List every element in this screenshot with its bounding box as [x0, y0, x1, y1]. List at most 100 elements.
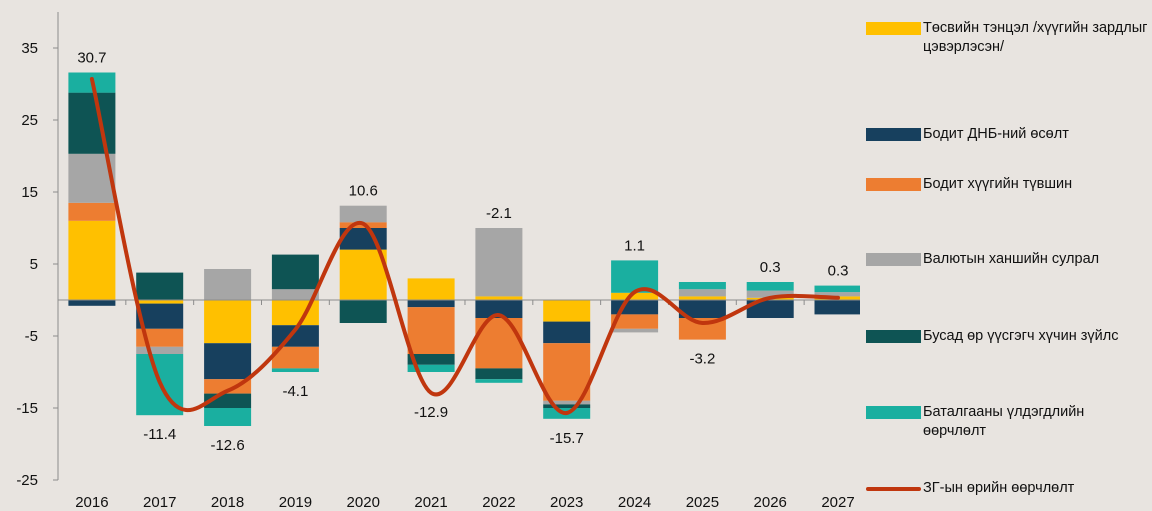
legend: Төсвийн тэнцэл /хүүгийн зардлыг цэвэрлэс… [866, 0, 1152, 511]
bars-layer [68, 72, 860, 426]
bar-segment-2016-s1 [68, 300, 116, 306]
bar-segment-2022-s4 [475, 368, 523, 380]
bar-segment-2024-s5 [611, 260, 659, 293]
bar-segment-2023-s2 [543, 343, 591, 401]
x-tick-label-2019: 2019 [279, 494, 312, 511]
legend-label-fx-depreciation: Валютын ханшийн сулрал [923, 251, 1100, 267]
legend-label-other-factors: Бусад өр үүсгэгч хүчин зүйлс [923, 328, 1119, 344]
bar-segment-2016-s0 [68, 220, 116, 300]
bar-segment-2021-s5 [407, 364, 455, 372]
legend-swatch-guarantee-change [866, 406, 921, 419]
x-tick-label-2016: 2016 [75, 494, 108, 511]
x-tick-label-2023: 2023 [550, 494, 583, 511]
debt-change-line [89, 77, 840, 415]
legend-item-budget-balance: Төсвийн тэнцэл /хүүгийн зардлыг цэвэрлэс… [866, 19, 1151, 57]
bar-segment-2020-s0 [339, 249, 387, 300]
bar-segment-2027-s3 [814, 292, 860, 297]
bar-segment-2025-s3 [678, 289, 726, 297]
legend-swatch-fx-depreciation [866, 253, 921, 266]
data-labels-layer: 30.7 -11.4 -12.6 -4.1 10.6 -12.9 -2.1 -15.7 1.1 -… [77, 50, 848, 455]
bar-segment-2025-s5 [678, 282, 726, 290]
y-tick-label--15: -15 [16, 400, 38, 417]
y-tick-label-35: 35 [21, 40, 38, 57]
legend-label-guarantee-change: Баталгааны үлдэгдлийн өөрчлөлт [923, 404, 1085, 439]
axes-layer: 35 25 15 5 -5 -15 -25 2016 2017 2018 2019 2020 2021 2… [16, 12, 860, 511]
chart: 35 25 15 5 -5 -15 -25 2016 2017 2018 2019 2020 2021 2… [16, 12, 860, 511]
legend-label-debt-change: ЗГ-ын өрийн өөрчлөлт [923, 480, 1075, 496]
x-tick-label-2025: 2025 [686, 494, 719, 511]
legend-item-real-gdp: Бодит ДНБ-ний өсөлт [866, 125, 1151, 144]
bar-segment-2021-s1 [407, 300, 455, 308]
x-tick-label-2026: 2026 [754, 494, 787, 511]
bar-segment-2027-s5 [814, 285, 860, 293]
bar-segment-2026-s1 [746, 300, 794, 318]
bar-segment-2020-s4 [339, 300, 387, 323]
legend-item-other-factors: Бусад өр үүсгэгч хүчин зүйлс [866, 327, 1151, 346]
bar-segment-2019-s3 [271, 289, 319, 300]
bar-segment-2019-s5 [271, 368, 319, 372]
x-tick-label-2020: 2020 [347, 494, 380, 511]
bar-segment-2017-s0 [136, 300, 184, 304]
bar-segment-2027-s1 [814, 300, 860, 315]
legend-swatch-budget-balance [866, 22, 921, 35]
y-tick-label-15: 15 [21, 184, 38, 201]
bar-segment-2024-s3 [611, 328, 659, 333]
legend-label-real-interest: Бодит хүүгийн түвшин [923, 176, 1073, 192]
bar-segment-2016-s4 [68, 92, 116, 154]
data-label-2025: -3.2 [689, 351, 715, 368]
bar-segment-2018-s1 [204, 343, 252, 380]
bar-segment-2021-s0 [407, 278, 455, 300]
bar-segment-2023-s1 [543, 321, 591, 344]
bar-segment-2023-s0 [543, 300, 591, 322]
bar-segment-2018-s0 [204, 300, 252, 344]
bar-segment-2019-s4 [271, 254, 319, 290]
data-label-2018: -12.6 [210, 437, 244, 454]
legend-item-guarantee-change: Баталгааны үлдэгдлийн өөрчлөлт [866, 403, 1151, 441]
bar-segment-2026-s3 [746, 290, 794, 298]
legend-label-budget-balance: Төсвийн тэнцэл /хүүгийн зардлыг цэвэрлэс… [923, 20, 1148, 55]
y-tick-label--25: -25 [16, 472, 38, 489]
bar-segment-2017-s3 [136, 346, 184, 354]
bar-segment-2023-s3 [543, 400, 591, 405]
bar-segment-2019-s2 [271, 346, 319, 369]
bar-segment-2023-s4 [543, 404, 591, 408]
bar-segment-2024-s0 [611, 292, 659, 300]
data-label-2017: -11.4 [143, 426, 176, 443]
data-label-2026: 0.3 [760, 259, 781, 276]
bar-segment-2020-s3 [339, 205, 387, 223]
bar-segment-2024-s2 [611, 314, 659, 329]
x-tick-label-2027: 2027 [821, 494, 854, 511]
data-label-2020: 10.6 [349, 183, 378, 200]
x-tick-label-2018: 2018 [211, 494, 244, 511]
y-tick-label-5: 5 [30, 256, 38, 273]
legend-label-real-gdp: Бодит ДНБ-ний өсөлт [923, 126, 1069, 142]
data-label-2021: -12.9 [414, 404, 448, 421]
data-label-2027: 0.3 [828, 263, 849, 280]
bar-segment-2022-s0 [475, 296, 523, 300]
bar-segment-2021-s4 [407, 354, 455, 365]
data-label-2019: -4.1 [282, 383, 308, 400]
legend-line-debt-change [866, 487, 921, 491]
y-tick-label--5: -5 [25, 328, 38, 345]
data-label-2023: -15.7 [550, 430, 584, 447]
x-tick-label-2021: 2021 [414, 494, 447, 511]
data-label-2022: -2.1 [486, 205, 512, 222]
legend-item-fx-depreciation: Валютын ханшийн сулрал [866, 250, 1151, 269]
legend-swatch-real-gdp [866, 128, 921, 141]
data-label-2024: 1.1 [624, 237, 645, 254]
y-tick-label-25: 25 [21, 112, 38, 129]
x-tick-label-2022: 2022 [482, 494, 515, 511]
bar-segment-2017-s4 [136, 272, 184, 300]
bar-segment-2018-s3 [204, 269, 252, 300]
bar-segment-2021-s2 [407, 307, 455, 354]
data-label-2016: 30.7 [77, 50, 106, 67]
bar-segment-2022-s5 [475, 379, 523, 383]
bar-segment-2026-s5 [746, 282, 794, 291]
legend-item-debt-change: ЗГ-ын өрийн өөрчлөлт [866, 479, 1151, 498]
bar-segment-2018-s5 [204, 408, 252, 426]
bar-segment-2022-s3 [475, 228, 523, 297]
bar-segment-2016-s2 [68, 202, 116, 221]
legend-item-real-interest: Бодит хүүгийн түвшин [866, 175, 1151, 194]
x-tick-label-2017: 2017 [143, 494, 176, 511]
bar-segment-2025-s0 [678, 296, 726, 300]
